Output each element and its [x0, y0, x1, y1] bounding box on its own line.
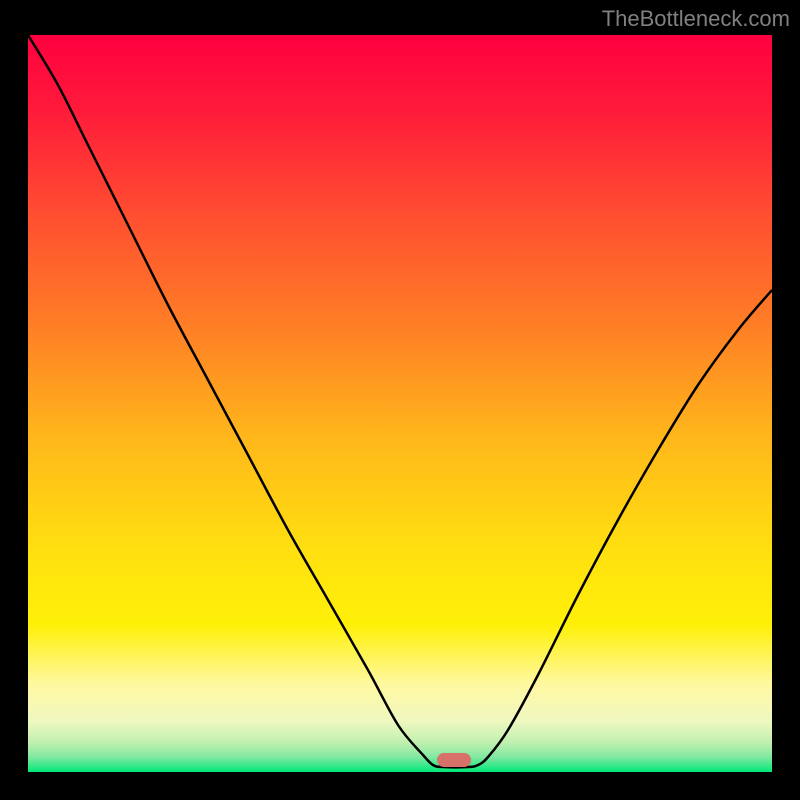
chart-plot-area	[28, 35, 772, 772]
watermark-text: TheBottleneck.com	[602, 6, 790, 32]
optimal-point-marker	[437, 753, 471, 767]
bottleneck-curve	[28, 35, 772, 772]
